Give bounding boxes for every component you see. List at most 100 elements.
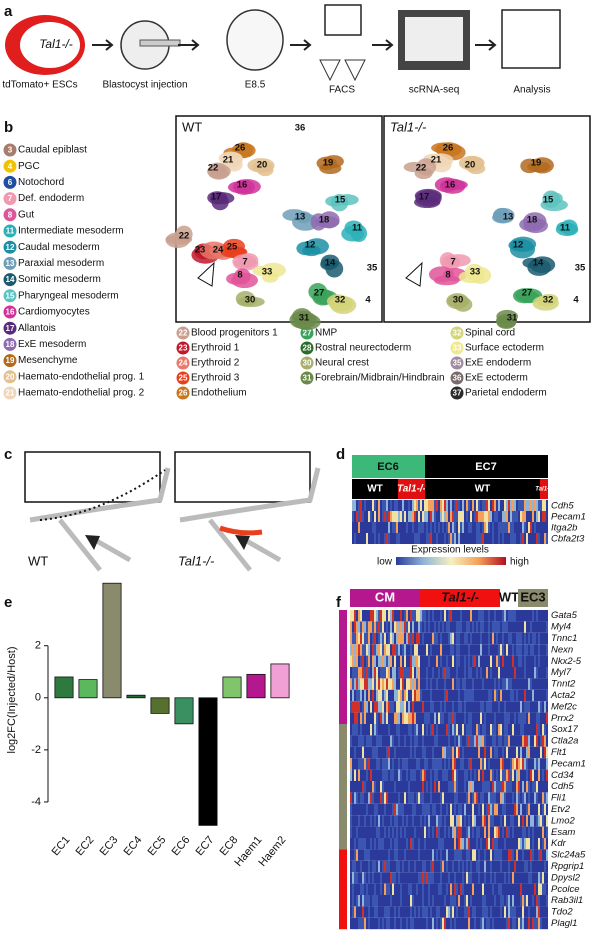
heat-cell [404, 632, 406, 645]
heat-cell [432, 712, 434, 724]
heat-cell [440, 906, 442, 918]
heat-cell [466, 838, 468, 850]
heat-cell [546, 781, 548, 793]
heat-cell [442, 860, 444, 873]
heat-cell [370, 826, 372, 838]
heat-cell [364, 838, 366, 850]
heat-cell [374, 689, 376, 702]
heat-cell [492, 610, 494, 622]
heat-cell [372, 712, 374, 724]
heat-cell [352, 872, 354, 884]
heat-cell [392, 678, 394, 690]
heat-cell [472, 860, 474, 873]
legend-number: 27 [303, 329, 312, 338]
heat-cell [386, 792, 388, 804]
heat-cell [398, 792, 400, 804]
heat-cell [464, 621, 466, 633]
heat-cell [366, 621, 368, 633]
heat-cell [362, 860, 364, 873]
heat-cell [528, 511, 530, 522]
heat-cell [414, 895, 416, 907]
heat-cell [352, 883, 354, 895]
heat-cell [518, 815, 520, 827]
heat-cell [472, 632, 474, 645]
heat-cell [390, 826, 392, 838]
heat-cell [502, 769, 504, 781]
heat-cell [526, 701, 528, 713]
heat-cell [518, 701, 520, 713]
heat-cell [532, 883, 534, 895]
cluster-cells [431, 156, 452, 173]
heat-cell [446, 533, 448, 544]
heat-cell [516, 689, 518, 702]
heat-cell [396, 655, 398, 667]
heat-cell [464, 511, 466, 522]
heat-cell [454, 803, 456, 816]
heat-cell [460, 769, 462, 781]
heat-cell [542, 769, 544, 781]
heat-cell [442, 701, 444, 713]
heat-cell [484, 678, 486, 690]
heat-cell [476, 632, 478, 645]
heat-cell [380, 689, 382, 702]
heat-cell [426, 769, 428, 781]
heat-cell [434, 872, 436, 884]
heat-cell [452, 655, 454, 667]
heat-cell [530, 917, 532, 930]
heat-cell [530, 632, 532, 645]
heat-cell [376, 906, 378, 918]
heat-cell [510, 678, 512, 690]
heat-cell [502, 511, 504, 522]
heat-cell [438, 746, 440, 759]
heat-cell [516, 632, 518, 645]
heat-cell [490, 678, 492, 690]
heat-cell [382, 712, 384, 724]
heat-cell [400, 522, 402, 533]
heat-cell [466, 803, 468, 816]
heat-cell [368, 632, 370, 645]
heat-cell [354, 781, 356, 793]
heat-cell [444, 610, 446, 622]
heat-cell [470, 746, 472, 759]
heat-cell [458, 533, 460, 544]
heat-cell [388, 621, 390, 633]
heat-cell [404, 872, 406, 884]
heat-cell [426, 838, 428, 850]
gene-label: Rab3il1 [551, 895, 583, 906]
heat-cell [474, 522, 476, 533]
heat-cell [414, 712, 416, 724]
legend-swatch [300, 371, 314, 385]
heat-cell [466, 735, 468, 747]
heat-cell [512, 860, 514, 873]
heat-cell [472, 895, 474, 907]
heat-cell [516, 872, 518, 884]
heat-cell [456, 781, 458, 793]
heat-cell [462, 689, 464, 702]
heat-cell [402, 621, 404, 633]
heat-cell [358, 701, 360, 713]
heat-cell [508, 632, 510, 645]
heat-cell [470, 826, 472, 838]
heat-cell [488, 746, 490, 759]
heat-cell [500, 655, 502, 667]
heat-cell [432, 792, 434, 804]
heat-cell [526, 746, 528, 759]
heat-cell [434, 678, 436, 690]
heat-cell [374, 667, 376, 679]
heat-cell [492, 667, 494, 679]
cluster-cells [414, 196, 441, 209]
heat-cell [510, 917, 512, 930]
heat-cell [444, 522, 446, 533]
heat-cell [390, 724, 392, 736]
heat-cell [446, 701, 448, 713]
heat-cell [534, 895, 536, 907]
heat-cell [510, 746, 512, 759]
heat-cell [384, 803, 386, 816]
heat-cell [476, 712, 478, 724]
heat-cell [396, 500, 398, 511]
heat-cell [358, 667, 360, 679]
x-tick-label: EC3 [98, 834, 121, 858]
heat-cell [408, 815, 410, 827]
heat-cell [510, 849, 512, 861]
heat-cell [450, 849, 452, 861]
